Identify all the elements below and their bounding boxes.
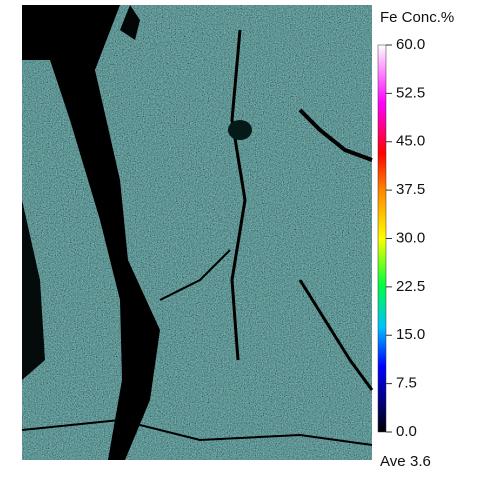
tick-label: 0.0 (396, 423, 417, 440)
tick-label: 45.0 (396, 133, 425, 150)
colorbar-title: Fe Conc.% (380, 9, 454, 26)
colorbar (378, 45, 386, 432)
element-map (22, 5, 372, 460)
tick-label: 15.0 (396, 326, 425, 343)
colorbar-ticks: 60.0 52.5 45.0 37.5 30.0 22.5 15.0 7.5 0.0 (386, 36, 425, 440)
tick-label: 22.5 (396, 278, 425, 295)
average-value: 3.6 (410, 453, 431, 470)
tick-label: 30.0 (396, 229, 425, 246)
tick-label: 60.0 (396, 36, 425, 53)
tick-label: 7.5 (396, 375, 417, 392)
tick-label: 52.5 (396, 84, 425, 101)
average-label: Ave (380, 453, 406, 470)
screen: Fe Conc.% 60.0 52.5 45.0 37.5 30.0 22.5 15.0 7.… (0, 0, 490, 479)
tick-label: 37.5 (396, 181, 425, 198)
